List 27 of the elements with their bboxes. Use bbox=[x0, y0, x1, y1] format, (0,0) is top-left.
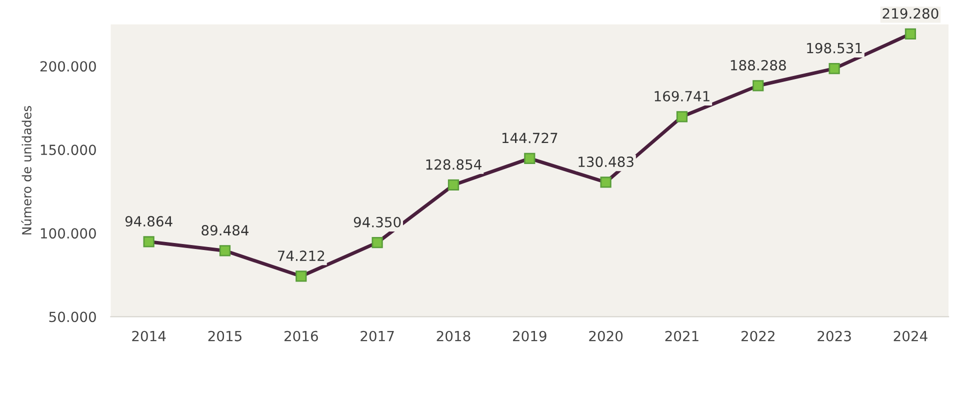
data-label: 144.727 bbox=[502, 132, 558, 144]
x-tick-label: 2017 bbox=[360, 330, 394, 342]
x-tick-label: 2023 bbox=[818, 330, 851, 342]
x-tick-label: 2021 bbox=[665, 330, 698, 342]
data-label: 130.483 bbox=[578, 156, 634, 168]
y-tick-label: 50.000 bbox=[49, 312, 96, 322]
data-label: 169.741 bbox=[654, 90, 710, 102]
data-label: 94.864 bbox=[125, 216, 172, 227]
y-tick-label: 100.000 bbox=[40, 228, 96, 239]
x-tick-label: 2015 bbox=[208, 330, 242, 342]
y-tick-label: 150.000 bbox=[40, 144, 96, 156]
data-label: 89.484 bbox=[202, 225, 249, 236]
x-tick-label: 2020 bbox=[589, 330, 623, 342]
data-label: 219.280 bbox=[882, 8, 938, 19]
data-label: 198.531 bbox=[807, 42, 862, 54]
x-tick-label: 2022 bbox=[741, 330, 774, 342]
data-label: 74.212 bbox=[278, 250, 324, 261]
x-tick-label: 2016 bbox=[284, 330, 318, 342]
x-tick-label: 2014 bbox=[132, 330, 166, 342]
data-label: 128.854 bbox=[426, 159, 482, 170]
x-tick-label: 2019 bbox=[512, 330, 546, 342]
data-label: 94.350 bbox=[354, 216, 401, 228]
data-label: 188.288 bbox=[730, 60, 786, 70]
y-axis-title: Número de unidades bbox=[21, 106, 32, 234]
x-tick-label: 2018 bbox=[436, 330, 470, 342]
x-tick-label: 2024 bbox=[894, 330, 928, 342]
y-tick-label: 200.000 bbox=[40, 61, 96, 72]
